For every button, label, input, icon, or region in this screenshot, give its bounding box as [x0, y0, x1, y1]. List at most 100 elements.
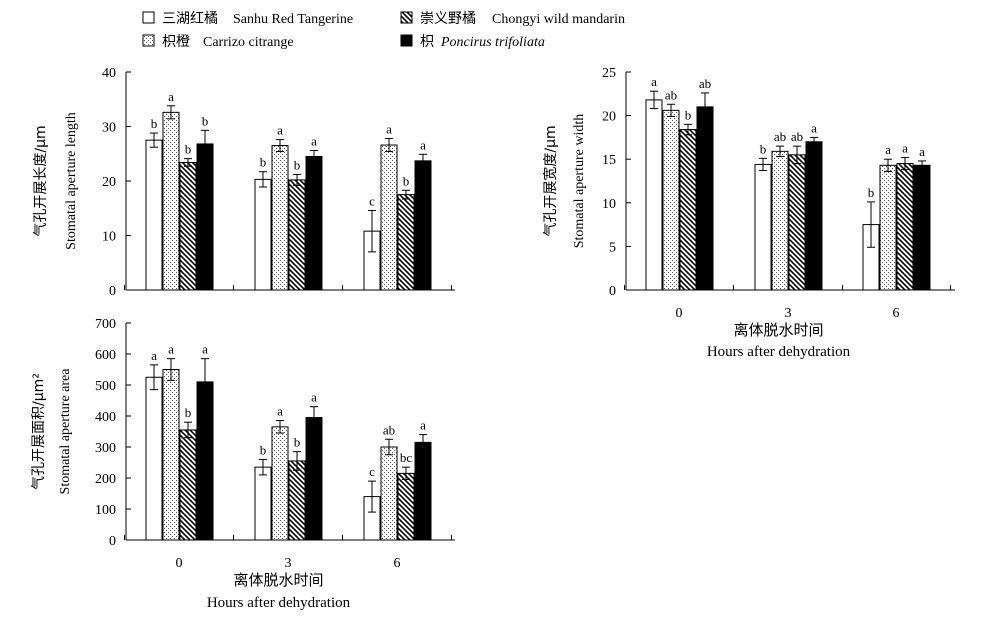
bar-dots-0 — [162, 369, 180, 541]
legend-label-chongyi-zh: 崇义野橘 — [420, 11, 476, 27]
bar-dots-6 — [380, 446, 398, 541]
significance-letter: ab — [383, 422, 395, 437]
significance-letter: a — [311, 390, 317, 405]
y-tick-label: 600 — [95, 348, 116, 363]
y-tick-label: 400 — [95, 410, 116, 425]
significance-letter: ab — [699, 76, 711, 91]
y-tick-label: 0 — [109, 284, 116, 299]
legend-label-carrizo-en: Carrizo citrange — [203, 35, 294, 50]
bar-dots-6 — [879, 164, 897, 291]
significance-letter: ab — [665, 87, 677, 102]
significance-letter: b — [260, 442, 267, 457]
bar-solid-0 — [696, 106, 714, 291]
significance-letter: b — [868, 185, 875, 200]
significance-letter: b — [403, 173, 410, 188]
x-tick-label: 0 — [176, 556, 183, 571]
y-axis-title-en: Stomatal aperture width — [572, 114, 587, 249]
x-axis-title-zh: 离体脱水时间 — [733, 321, 823, 339]
y-axis-title-zh: 气孔开展面积/μm² — [31, 373, 47, 490]
significance-letter: a — [277, 404, 283, 419]
bar-hatch-3 — [788, 154, 806, 291]
bar-dots-3 — [771, 150, 789, 291]
significance-letter: a — [151, 348, 157, 363]
bar-dots-3 — [271, 426, 289, 541]
bar-solid-6 — [414, 160, 432, 291]
legend-item-trifoliata: 枳 Poncirus trifoliata — [400, 34, 545, 50]
y-tick-label: 700 — [95, 317, 116, 332]
bar-hatch-0 — [179, 161, 197, 291]
significance-letter: b — [185, 142, 192, 157]
y-tick-label: 100 — [95, 503, 116, 518]
significance-letter: bc — [400, 450, 413, 465]
bar-hatch-0 — [179, 429, 197, 541]
y-axis-title-en: Stomatal aperture area — [58, 368, 73, 495]
y-axis-title-en: Stomatal aperture length — [64, 112, 79, 250]
x-tick-label: 3 — [785, 306, 792, 321]
bar-solid-6 — [913, 164, 931, 291]
bar-empty-0 — [145, 139, 163, 291]
legend-swatch-chongyi — [400, 11, 413, 24]
bar-empty-0 — [645, 99, 663, 291]
legend: 三湖红橘 Sanhu Red Tangerine 崇义野橘 Chongyi wi… — [142, 11, 625, 50]
bar-dots-3 — [271, 145, 289, 291]
x-axis-title-en: Hours after dehydration — [707, 344, 851, 360]
y-axis-title-zh: 气孔开展长度/μm — [33, 125, 49, 236]
x-tick-label: 6 — [893, 306, 900, 321]
significance-letter: a — [277, 123, 283, 138]
bar-solid-0 — [196, 143, 214, 291]
y-tick-label: 500 — [95, 379, 116, 394]
significance-letter: c — [369, 464, 375, 479]
y-tick-label: 5 — [609, 240, 616, 255]
x-tick-label: 6 — [394, 556, 401, 571]
significance-letter: a — [168, 89, 174, 104]
bar-solid-6 — [414, 441, 432, 541]
legend-swatch-trifoliata — [400, 34, 413, 47]
bar-solid-3 — [305, 155, 323, 291]
significance-letter: b — [260, 155, 267, 170]
bar-empty-3 — [254, 178, 272, 291]
significance-letter: a — [919, 144, 925, 159]
legend-item-carrizo: 枳橙 Carrizo citrange — [142, 34, 294, 50]
significance-letter: b — [685, 107, 692, 122]
significance-letter: a — [168, 342, 174, 357]
significance-letter: a — [902, 140, 908, 155]
legend-label-sanhu-en: Sanhu Red Tangerine — [233, 12, 353, 27]
significance-letter: a — [420, 137, 426, 152]
x-tick-label: 3 — [285, 556, 292, 571]
y-tick-label: 10 — [602, 197, 616, 212]
significance-letter: b — [185, 405, 192, 420]
x-tick-label: 0 — [676, 306, 683, 321]
y-tick-label: 0 — [109, 534, 116, 549]
significance-letter: a — [202, 342, 208, 357]
bar-empty-3 — [754, 163, 772, 291]
significance-letter: b — [151, 116, 158, 131]
bar-hatch-6 — [896, 163, 914, 291]
legend-swatch-sanhu — [142, 11, 155, 24]
y-tick-label: 20 — [602, 110, 616, 125]
legend-label-carrizo-zh: 枳橙 — [162, 34, 190, 50]
significance-letter: b — [202, 113, 209, 128]
bar-empty-0 — [145, 376, 163, 541]
x-axis-title-zh: 离体脱水时间 — [233, 571, 323, 589]
y-tick-label: 10 — [102, 230, 116, 245]
significance-letter: ab — [791, 129, 803, 144]
significance-letter: a — [885, 142, 891, 157]
bar-hatch-6 — [397, 472, 415, 541]
bar-hatch-3 — [288, 179, 306, 291]
y-tick-label: 20 — [102, 175, 116, 190]
significance-letter: c — [369, 193, 375, 208]
y-tick-label: 25 — [602, 66, 616, 81]
significance-letter: b — [294, 157, 301, 172]
legend-label-sanhu-zh: 三湖红橘 — [162, 11, 218, 27]
bar-solid-3 — [305, 417, 323, 541]
bar-empty-3 — [254, 466, 272, 541]
y-axis-title-zh: 气孔开展宽度/μm — [542, 125, 559, 236]
significance-letter: b — [294, 435, 301, 450]
bar-dots-6 — [380, 144, 398, 291]
y-tick-label: 30 — [102, 121, 116, 136]
legend-label-trifoliata-en: Poncirus trifoliata — [440, 35, 545, 50]
significance-letter: a — [811, 120, 817, 135]
